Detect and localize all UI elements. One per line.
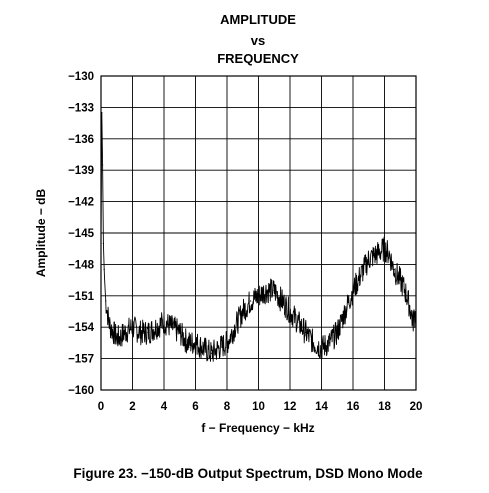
series-point — [352, 289, 354, 292]
y-tick-label: −157 — [68, 354, 94, 366]
series-point — [328, 342, 330, 344]
series-point — [313, 342, 315, 344]
chart-title-line-2: vs — [251, 33, 265, 48]
x-tick-label: 6 — [192, 401, 198, 413]
y-tick-label: −151 — [68, 291, 95, 303]
series-point — [281, 300, 283, 302]
y-tick-label: −145 — [68, 228, 95, 240]
x-tick-label: 8 — [224, 401, 231, 413]
series-point — [131, 326, 134, 328]
series-point — [393, 269, 395, 271]
series-point — [368, 258, 370, 260]
series-point — [226, 342, 228, 344]
series-point — [305, 331, 307, 334]
series-point — [336, 331, 338, 334]
figure-caption: Figure 23. −150-dB Output Spectrum, DSD … — [73, 466, 423, 481]
series-point — [289, 310, 291, 313]
x-tick-label: 2 — [129, 401, 135, 413]
series-point — [106, 310, 108, 313]
chart-title-line-3: FREQUENCY — [217, 51, 299, 66]
series-point — [399, 279, 401, 281]
series-point — [376, 253, 378, 255]
x-tick-label: 14 — [315, 401, 328, 413]
series-point — [202, 347, 204, 349]
series-point — [171, 326, 173, 328]
series-point — [242, 310, 244, 313]
series-point — [101, 164, 104, 166]
x-tick-label: 4 — [161, 401, 168, 413]
x-tick-label: 20 — [410, 401, 423, 413]
series-point — [250, 300, 252, 302]
y-tick-label: −148 — [68, 259, 95, 271]
x-tick-label: 10 — [252, 401, 265, 413]
chart-title-line-1: AMPLITUDE — [220, 12, 296, 27]
series-point — [273, 289, 275, 292]
series-point — [116, 337, 118, 339]
series-point — [404, 289, 406, 292]
x-tick-label: 0 — [98, 401, 104, 413]
series-point — [234, 326, 236, 328]
series-point — [163, 321, 165, 323]
y-tick-label: −136 — [68, 134, 94, 146]
chart-title: AMPLITUDE vs FREQUENCY — [217, 12, 299, 66]
series-point — [113, 331, 115, 334]
x-tick-label: 12 — [284, 401, 297, 413]
series-point — [194, 342, 197, 344]
y-tick-labels: −130 −133 −136 −139 −142 −145 −148 −151 −154 −157… — [68, 71, 95, 397]
series-point — [210, 352, 212, 354]
y-tick-label: −160 — [68, 385, 94, 397]
grid — [100, 75, 417, 391]
series-layer — [100, 112, 417, 362]
series-point — [119, 337, 121, 339]
series-point — [360, 274, 362, 276]
y-tick-label: −130 — [68, 71, 94, 83]
series-point — [344, 310, 346, 313]
series-point — [108, 321, 110, 323]
y-tick-label: −133 — [68, 102, 94, 114]
series-line — [100, 112, 417, 362]
y-axis-label: Amplitude − dB — [34, 189, 48, 278]
series-point — [139, 331, 141, 334]
series-point — [412, 321, 414, 323]
series-point — [105, 300, 107, 302]
y-tick-label: −139 — [68, 165, 94, 177]
plot-frame — [100, 75, 417, 391]
series-point — [297, 321, 299, 323]
series-point — [102, 242, 104, 245]
series-point — [179, 331, 181, 334]
y-tick-label: −142 — [68, 197, 94, 209]
series-point — [103, 269, 105, 271]
x-tick-labels: 0 2 4 6 8 10 12 14 16 18 20 — [98, 401, 423, 413]
series-point — [257, 295, 260, 297]
series-point — [218, 347, 220, 349]
series-point — [124, 331, 126, 334]
series-point — [265, 289, 267, 292]
x-axis-label: f − Frequency − kHz — [201, 421, 314, 435]
series-point — [320, 347, 323, 349]
series-point — [155, 326, 157, 328]
series-point — [187, 342, 189, 344]
x-tick-label: 18 — [378, 401, 391, 413]
series-point — [409, 305, 411, 307]
y-tick-label: −154 — [68, 322, 95, 334]
series-point — [383, 248, 386, 250]
series-point — [388, 253, 390, 255]
series-point — [147, 331, 149, 334]
series-point — [109, 326, 112, 328]
x-tick-label: 16 — [347, 401, 360, 413]
